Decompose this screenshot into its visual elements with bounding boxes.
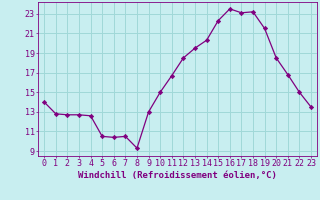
X-axis label: Windchill (Refroidissement éolien,°C): Windchill (Refroidissement éolien,°C) <box>78 171 277 180</box>
